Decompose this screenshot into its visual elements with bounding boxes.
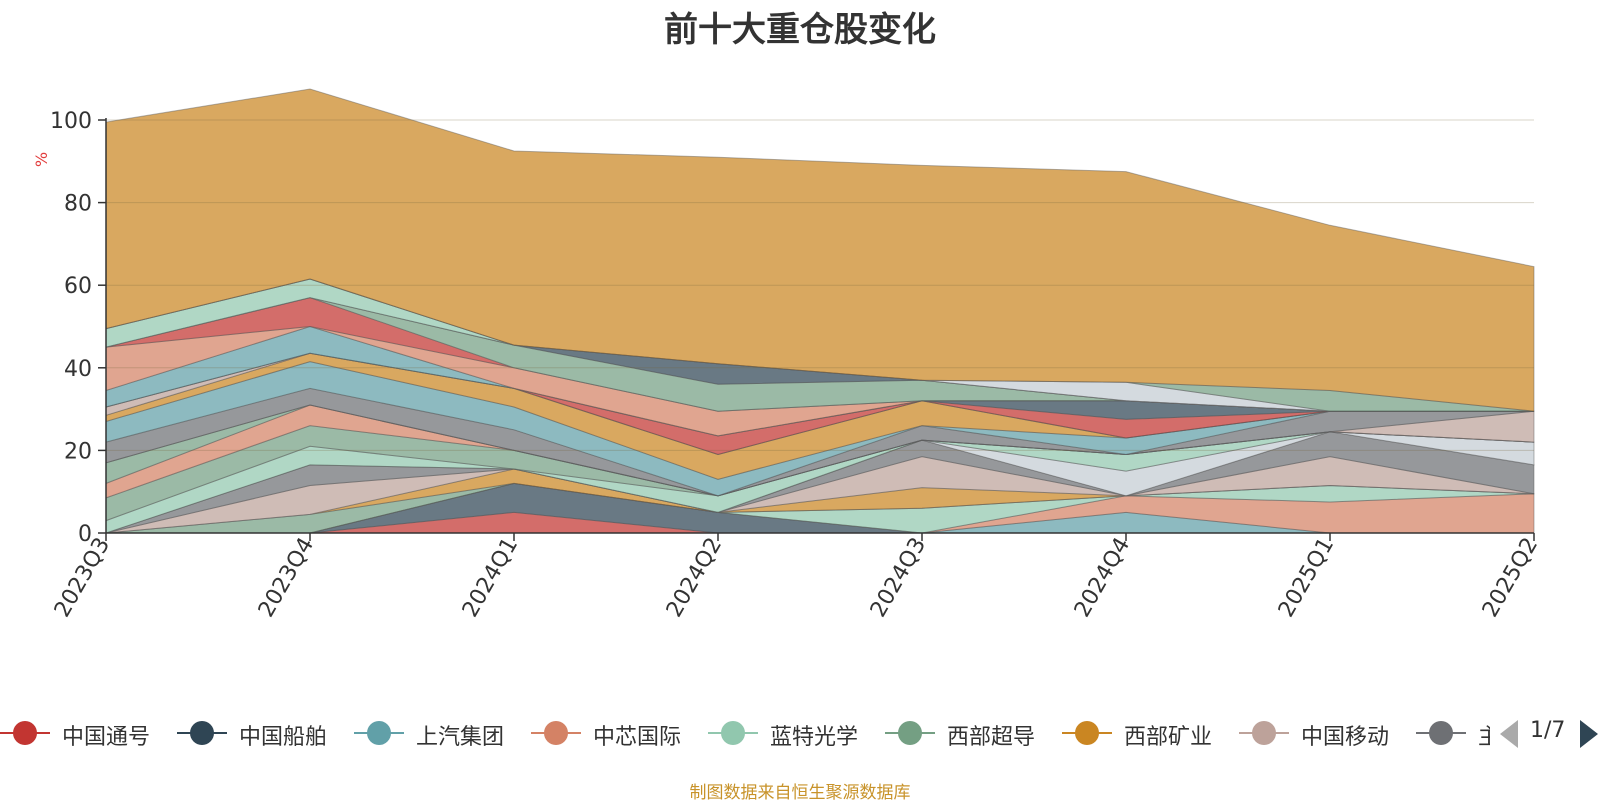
legend-marker-icon bbox=[721, 721, 745, 745]
x-tick-label: 2024Q2 bbox=[662, 534, 727, 622]
legend-pager: 1/7 bbox=[1500, 712, 1600, 752]
source-note: 制图数据来自恒生聚源数据库 bbox=[689, 783, 911, 803]
series-area-15 bbox=[105, 404, 1535, 497]
y-tick-label: 80 bbox=[64, 192, 92, 217]
y-tick-label: 40 bbox=[64, 357, 92, 382]
legend-marker-icon bbox=[1429, 721, 1453, 745]
y-tick-label: 20 bbox=[64, 439, 92, 464]
legend-marker-icon bbox=[898, 721, 922, 745]
series-area-3 bbox=[106, 482, 1534, 534]
x-tick-label: 2024Q4 bbox=[1070, 534, 1135, 622]
series-area-13 bbox=[105, 404, 1535, 499]
legend-label: 中国通号 bbox=[62, 725, 151, 750]
series-areas bbox=[105, 88, 1535, 534]
legend-label: 西部超导 bbox=[947, 725, 1036, 750]
legend-item[interactable]: 西部矿业 bbox=[1062, 712, 1239, 752]
series-area-21 bbox=[105, 352, 1534, 437]
y-tick-label: 100 bbox=[50, 109, 92, 134]
legend-marker-icon bbox=[190, 721, 214, 745]
x-tick-label: 2023Q4 bbox=[254, 534, 319, 622]
legend-marker-icon bbox=[367, 721, 391, 745]
x-tick-label: 2025Q2 bbox=[1478, 534, 1543, 622]
legend-next-page-icon[interactable] bbox=[1580, 720, 1598, 748]
legend-item[interactable]: 中国船舶 bbox=[177, 712, 354, 752]
legend-page-indicator: 1/7 bbox=[1530, 718, 1566, 743]
legend-label: 主 bbox=[1478, 725, 1490, 750]
legend-label: 中国移动 bbox=[1301, 725, 1390, 750]
x-tick-label: 2024Q1 bbox=[458, 534, 523, 622]
x-tick-label: 2025Q1 bbox=[1274, 534, 1339, 622]
legend-item[interactable]: 蓝特光学 bbox=[708, 712, 885, 752]
legend-label: 上汽集团 bbox=[416, 725, 505, 750]
legend-marker-icon bbox=[1075, 721, 1099, 745]
legend-label: 中国船舶 bbox=[239, 725, 328, 750]
y-axis-label: % bbox=[32, 151, 52, 168]
legend-label: 西部矿业 bbox=[1124, 725, 1213, 750]
series-area-2 bbox=[106, 482, 1534, 534]
series-area-30 bbox=[105, 88, 1535, 412]
legend-item[interactable]: 中国移动 bbox=[1239, 712, 1416, 752]
series-area-20 bbox=[105, 352, 1534, 456]
legend-prev-page-icon[interactable] bbox=[1500, 720, 1518, 748]
legend-marker-icon bbox=[1252, 721, 1276, 745]
legend-marker-icon bbox=[13, 721, 37, 745]
series-area-12 bbox=[105, 425, 1535, 522]
legend-item[interactable]: 主 bbox=[1416, 712, 1490, 752]
legend: 中国通号 中国船舶 上汽集团 中芯国际 蓝特光学 西部超导 西部矿业 中国移动 主 bbox=[0, 712, 1490, 752]
legend-label: 蓝特光学 bbox=[770, 725, 859, 750]
legend-item[interactable]: 上汽集团 bbox=[354, 712, 531, 752]
y-tick-label: 0 bbox=[78, 522, 92, 547]
series-area-14 bbox=[105, 404, 1535, 497]
legend-item[interactable]: 西部超导 bbox=[885, 712, 1062, 752]
legend-item[interactable]: 中国通号 bbox=[0, 712, 177, 752]
legend-label: 中芯国际 bbox=[593, 725, 682, 750]
legend-marker-icon bbox=[544, 721, 568, 745]
y-tick-label: 60 bbox=[64, 274, 92, 299]
legend-item[interactable]: 中芯国际 bbox=[531, 712, 708, 752]
x-tick-label: 2024Q3 bbox=[866, 534, 931, 622]
chart-title: 前十大重仓股变化 bbox=[664, 10, 936, 50]
